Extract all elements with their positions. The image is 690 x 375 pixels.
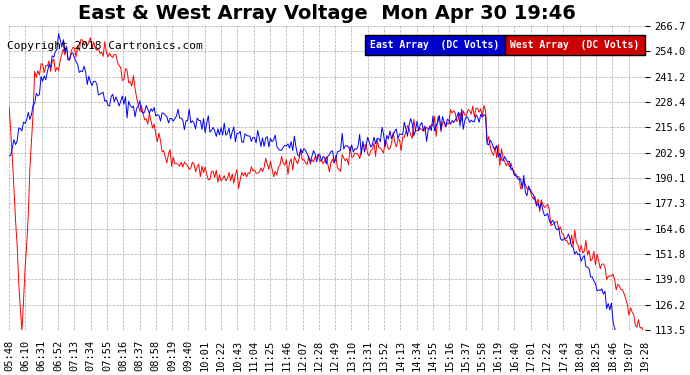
Text: West Array  (DC Volts): West Array (DC Volts) — [511, 40, 640, 50]
Text: East Array  (DC Volts): East Array (DC Volts) — [371, 40, 500, 50]
FancyBboxPatch shape — [505, 35, 645, 55]
Text: Copyright 2018 Cartronics.com: Copyright 2018 Cartronics.com — [7, 41, 203, 51]
FancyBboxPatch shape — [365, 35, 505, 55]
Title: East & West Array Voltage  Mon Apr 30 19:46: East & West Array Voltage Mon Apr 30 19:… — [78, 4, 576, 23]
